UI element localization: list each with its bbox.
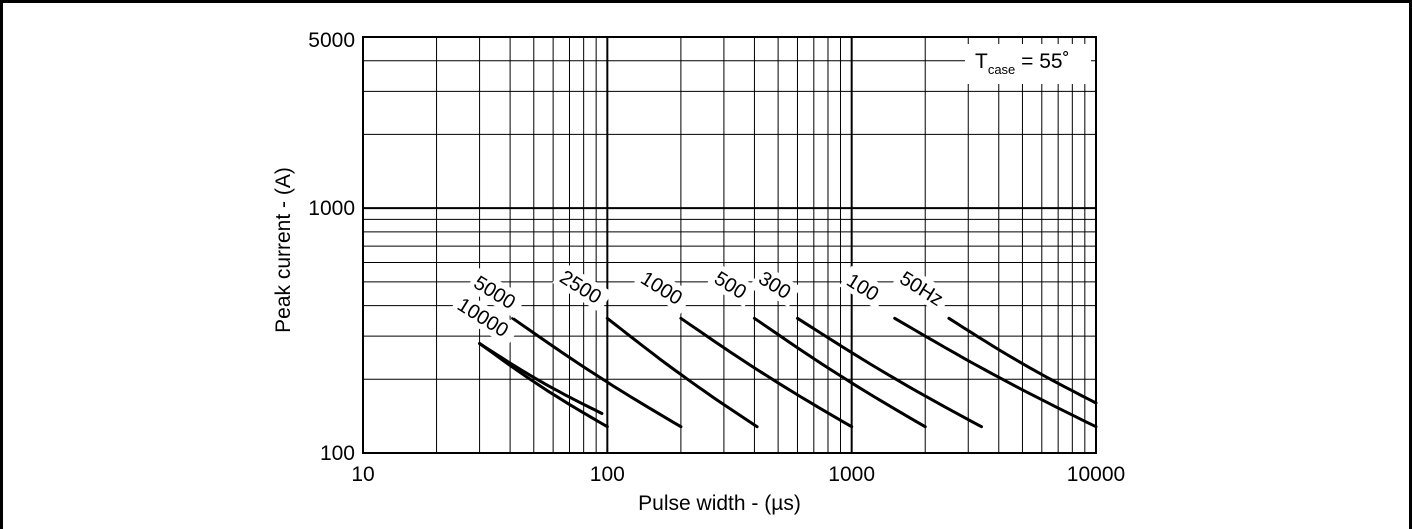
curve-label-bg [751, 263, 802, 308]
y-tick-label: 5000 [308, 29, 355, 52]
series-curve [893, 316, 1098, 429]
series-curve [478, 342, 604, 415]
series-curve [752, 316, 927, 429]
curve-label-bg [706, 263, 757, 308]
x-tick-label: 10 [351, 463, 374, 486]
annotation-text: Tcase = 55˚ [975, 50, 1070, 77]
curve-label: 500 [706, 263, 757, 308]
curve-label: 100 [839, 265, 890, 310]
x-tick-label: 100 [590, 463, 625, 486]
curve-label-bg [552, 262, 613, 313]
curve-label-bg [839, 265, 890, 310]
y-tick-label: 100 [320, 442, 355, 465]
curve-label-bg [892, 263, 953, 314]
series-curve [796, 316, 983, 429]
annotation-sub: case [988, 62, 1015, 77]
series-curve [679, 316, 854, 429]
curve-label-bg [466, 267, 527, 318]
x-axis-label: Pulse width - (µs) [638, 492, 801, 515]
curve-label-bg [633, 263, 694, 314]
curve-label: 50Hz [892, 263, 953, 314]
plot-border [362, 36, 1097, 454]
y-axis-label: Peak current - (A) [272, 167, 295, 333]
grid [363, 37, 1096, 453]
series-curve [947, 316, 1098, 405]
series-curve [605, 316, 759, 429]
annotation-main: T [975, 50, 988, 73]
curves [478, 316, 1098, 429]
x-tick-label: 10000 [1067, 463, 1125, 486]
series-curve [511, 316, 683, 429]
annotation: Tcase = 55˚ [965, 44, 1091, 84]
annotation-suffix: = 55˚ [1015, 50, 1069, 73]
x-tick-label: 1000 [828, 463, 875, 486]
curve-label: 300 [751, 263, 802, 308]
curve-label: 1000 [633, 263, 694, 314]
y-tick-label: 1000 [308, 197, 355, 220]
curve-label-bg [449, 290, 521, 347]
